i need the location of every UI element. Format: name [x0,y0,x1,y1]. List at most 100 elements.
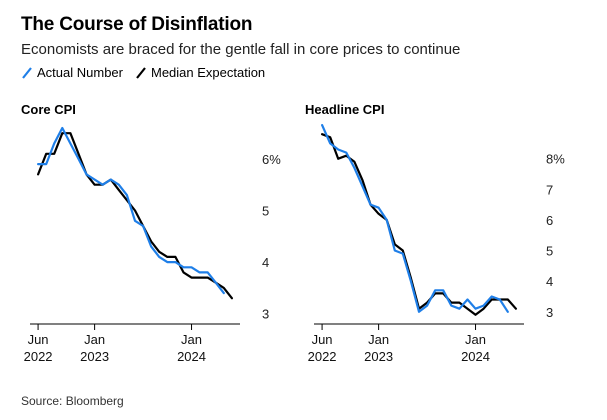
data-point-core-actual-20 [199,271,201,273]
data-point-headline-expected-2 [337,158,339,160]
data-point-headline-actual-21 [491,295,493,298]
data-point-core-expected-3 [61,132,63,134]
data-point-headline-actual-0 [321,124,323,126]
data-point-core-actual-6 [85,173,88,175]
data-point-headline-expected-19 [474,314,477,316]
data-point-headline-actual-16 [450,305,452,307]
data-point-headline-actual-4 [353,167,355,169]
data-point-headline-actual-8 [386,219,388,221]
chart-subtitle: Economists are braced for the gentle fal… [21,41,461,58]
x-tick-label-core-1-0: Jan [84,332,105,347]
data-point-headline-expected-4 [353,161,355,163]
y-tick-label-headline-4: 7 [546,182,553,197]
data-point-core-actual-17 [174,261,176,263]
data-point-core-actual-3 [61,127,63,129]
data-point-headline-actual-12 [418,311,420,313]
data-point-core-expected-4 [69,132,71,134]
data-point-headline-actual-6 [369,204,372,206]
data-point-headline-actual-10 [402,253,404,255]
data-point-headline-expected-0 [321,133,323,135]
y-tick-label-core-0: 3 [262,307,269,322]
data-point-headline-actual-23 [507,311,509,313]
data-point-core-expected-23 [223,287,225,289]
data-point-headline-expected-23 [507,298,509,301]
data-point-core-expected-15 [158,251,160,253]
data-point-core-expected-0 [37,173,39,175]
data-point-core-actual-4 [69,142,71,145]
data-point-headline-actual-14 [434,289,436,291]
source-note: Source: Bloomberg [21,394,124,408]
x-tick-label-headline-0-1: 2022 [308,349,337,364]
data-point-core-actual-12 [134,220,136,222]
data-point-core-actual-19 [190,266,193,268]
legend-item-expected: Median Expectation [135,65,265,80]
data-point-core-expected-11 [126,199,128,201]
data-point-core-expected-2 [53,153,55,155]
data-point-core-expected-5 [77,153,80,155]
data-point-core-expected-24 [231,297,233,299]
x-tick-label-headline-2-0: Jan [465,332,486,347]
data-point-headline-actual-20 [483,305,485,307]
data-point-core-expected-16 [166,256,168,258]
data-point-core-actual-21 [207,271,209,273]
data-point-headline-actual-17 [458,308,460,310]
data-point-core-actual-0 [37,163,39,165]
data-point-core-expected-21 [207,277,209,279]
data-point-core-actual-22 [215,282,217,284]
data-point-headline-expected-1 [329,136,331,138]
data-point-core-actual-11 [126,194,128,196]
series-line-core-actual [36,126,225,295]
data-point-headline-expected-7 [378,213,380,215]
data-point-headline-expected-17 [458,302,460,304]
y-tick-label-core-1: 4 [262,255,269,270]
data-point-core-actual-16 [166,261,168,263]
y-tick-label-core-2: 5 [262,204,269,219]
data-point-core-expected-7 [94,184,96,186]
legend: Actual Number Median Expectation [21,65,277,80]
data-point-core-actual-14 [150,246,152,248]
data-point-headline-expected-18 [466,308,469,310]
x-tick-label-core-0-1: 2022 [24,349,53,364]
data-point-headline-expected-20 [483,308,485,310]
legend-slash-icon-actual [22,66,32,79]
x-tick-label-core-0-0: Jun [28,332,49,347]
x-tick-label-headline-2-1: 2024 [461,349,490,364]
data-point-headline-expected-5 [361,179,364,181]
data-point-headline-actual-13 [426,305,428,307]
panel-title-core: Core CPI [21,102,76,117]
data-point-core-actual-5 [77,158,80,160]
data-point-core-expected-18 [182,271,185,273]
y-tick-label-headline-0: 3 [546,305,553,320]
data-point-headline-actual-5 [361,185,364,187]
data-point-headline-actual-11 [410,280,412,282]
y-tick-label-core-3: 6% [262,152,281,167]
x-tick-label-core-2-1: 2024 [177,349,206,364]
x-tick-label-headline-1-1: 2023 [364,349,393,364]
data-point-core-expected-20 [199,277,201,279]
data-point-core-actual-1 [45,163,47,165]
y-tick-label-headline-5: 8% [546,152,565,167]
data-point-headline-actual-18 [466,298,469,301]
data-point-headline-actual-22 [499,298,501,301]
data-point-core-expected-14 [150,240,152,243]
series-line-headline-actual [321,123,509,313]
data-point-headline-expected-9 [394,243,396,245]
data-point-core-actual-13 [142,225,144,227]
chart-title: The Course of Disinflation [21,14,253,35]
x-tick-label-headline-1-0: Jan [368,332,389,347]
data-point-headline-actual-7 [378,207,380,209]
y-tick-label-headline-3: 6 [546,213,553,228]
data-point-core-actual-8 [102,184,104,186]
legend-item-actual: Actual Number [21,65,123,80]
legend-slash-icon-expected [136,66,146,79]
data-point-core-expected-10 [118,189,120,191]
data-point-core-actual-18 [182,266,185,268]
data-point-headline-expected-10 [402,249,404,252]
data-point-core-expected-12 [134,209,136,212]
data-point-core-expected-1 [45,153,47,155]
data-point-headline-expected-21 [491,298,493,301]
data-point-headline-actual-9 [394,249,396,252]
data-point-headline-expected-24 [515,308,517,310]
